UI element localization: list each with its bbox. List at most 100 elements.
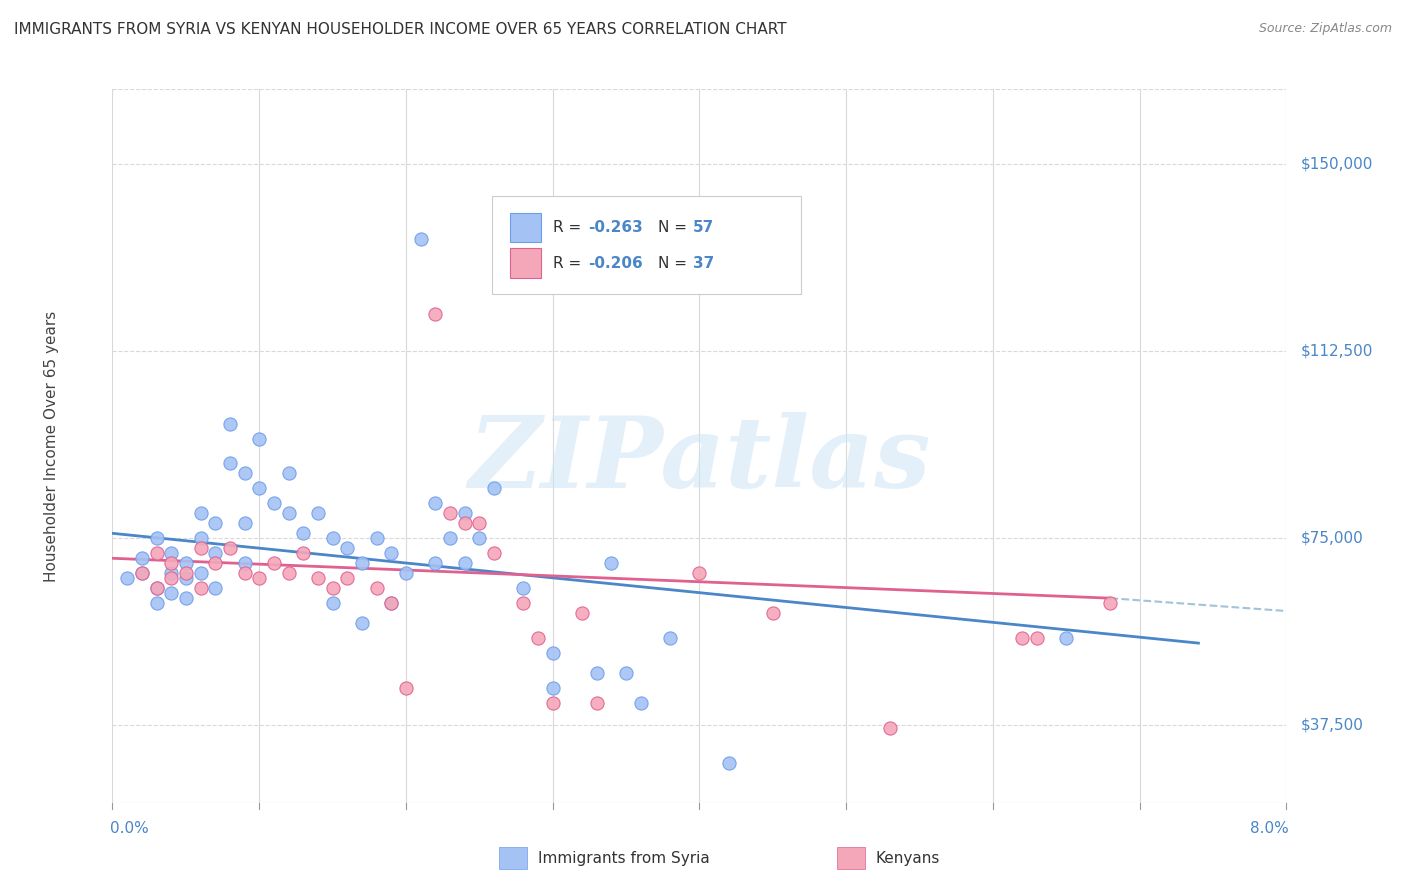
Point — [190, 541, 212, 556]
Point — [263, 556, 285, 570]
Point — [468, 531, 491, 545]
Point — [541, 681, 564, 695]
Point — [174, 566, 197, 581]
Point — [292, 526, 315, 541]
Text: -0.263: -0.263 — [588, 220, 643, 235]
Point — [336, 541, 359, 556]
Point — [717, 756, 740, 770]
Point — [366, 531, 388, 545]
Point — [322, 596, 344, 610]
Point — [453, 507, 475, 521]
Text: -0.206: -0.206 — [588, 256, 643, 270]
Point — [131, 551, 153, 566]
Point — [659, 631, 682, 645]
Point — [218, 417, 242, 431]
Point — [174, 591, 197, 606]
Point — [350, 616, 373, 631]
Text: $37,500: $37,500 — [1301, 718, 1364, 733]
Point — [380, 596, 402, 610]
Text: $112,500: $112,500 — [1301, 343, 1372, 359]
Point — [233, 566, 256, 581]
Point — [482, 482, 505, 496]
Point — [425, 307, 447, 321]
Point — [160, 566, 183, 581]
Text: Immigrants from Syria: Immigrants from Syria — [538, 851, 710, 865]
Point — [439, 531, 461, 545]
Point — [585, 696, 607, 710]
Point — [145, 581, 167, 595]
Point — [1026, 631, 1049, 645]
Point — [160, 586, 183, 600]
Point — [233, 556, 256, 570]
Text: Householder Income Over 65 years: Householder Income Over 65 years — [44, 310, 59, 582]
Point — [145, 531, 167, 545]
Text: N =: N = — [658, 256, 692, 270]
Text: N =: N = — [658, 220, 692, 235]
Text: Source: ZipAtlas.com: Source: ZipAtlas.com — [1258, 22, 1392, 36]
Point — [688, 566, 710, 581]
Point — [174, 571, 197, 585]
Point — [453, 516, 475, 531]
Point — [409, 232, 432, 246]
Text: 8.0%: 8.0% — [1250, 821, 1289, 836]
Text: Kenyans: Kenyans — [876, 851, 941, 865]
Point — [1011, 631, 1033, 645]
Point — [453, 556, 475, 570]
Point — [277, 467, 299, 481]
Point — [512, 581, 534, 595]
Point — [218, 541, 242, 556]
Point — [630, 696, 652, 710]
Point — [366, 581, 388, 595]
Text: R =: R = — [553, 256, 586, 270]
Point — [380, 546, 402, 560]
Point — [482, 546, 505, 560]
Text: 57: 57 — [693, 220, 714, 235]
Point — [160, 546, 183, 560]
Point — [131, 566, 153, 581]
Point — [307, 571, 329, 585]
Point — [1054, 631, 1077, 645]
Point — [292, 546, 315, 560]
Point — [571, 606, 593, 620]
Point — [1099, 596, 1122, 610]
Point — [395, 681, 418, 695]
Point — [174, 556, 197, 570]
Text: $150,000: $150,000 — [1301, 157, 1372, 171]
Text: R =: R = — [553, 220, 586, 235]
Point — [322, 531, 344, 545]
Point — [204, 581, 226, 595]
Point — [614, 666, 637, 681]
Point — [190, 507, 212, 521]
Text: ZIPatlas: ZIPatlas — [468, 412, 931, 508]
Point — [145, 596, 167, 610]
Point — [160, 571, 183, 585]
Text: 37: 37 — [693, 256, 714, 270]
Point — [439, 507, 461, 521]
Point — [160, 556, 183, 570]
Point — [541, 696, 564, 710]
Point — [218, 457, 242, 471]
Point — [395, 566, 418, 581]
Point — [879, 721, 901, 735]
Point — [512, 596, 534, 610]
Point — [425, 496, 447, 510]
Point — [247, 482, 270, 496]
Text: 0.0%: 0.0% — [110, 821, 149, 836]
Point — [190, 581, 212, 595]
Point — [131, 566, 153, 581]
Point — [263, 496, 285, 510]
Point — [247, 432, 270, 446]
Point — [527, 631, 550, 645]
Point — [190, 566, 212, 581]
Point — [350, 556, 373, 570]
Point — [307, 507, 329, 521]
Point — [380, 596, 402, 610]
Point — [145, 581, 167, 595]
Point — [204, 516, 226, 531]
Point — [277, 566, 299, 581]
Point — [600, 556, 623, 570]
Point — [277, 507, 299, 521]
Point — [425, 556, 447, 570]
Point — [336, 571, 359, 585]
Point — [468, 516, 491, 531]
